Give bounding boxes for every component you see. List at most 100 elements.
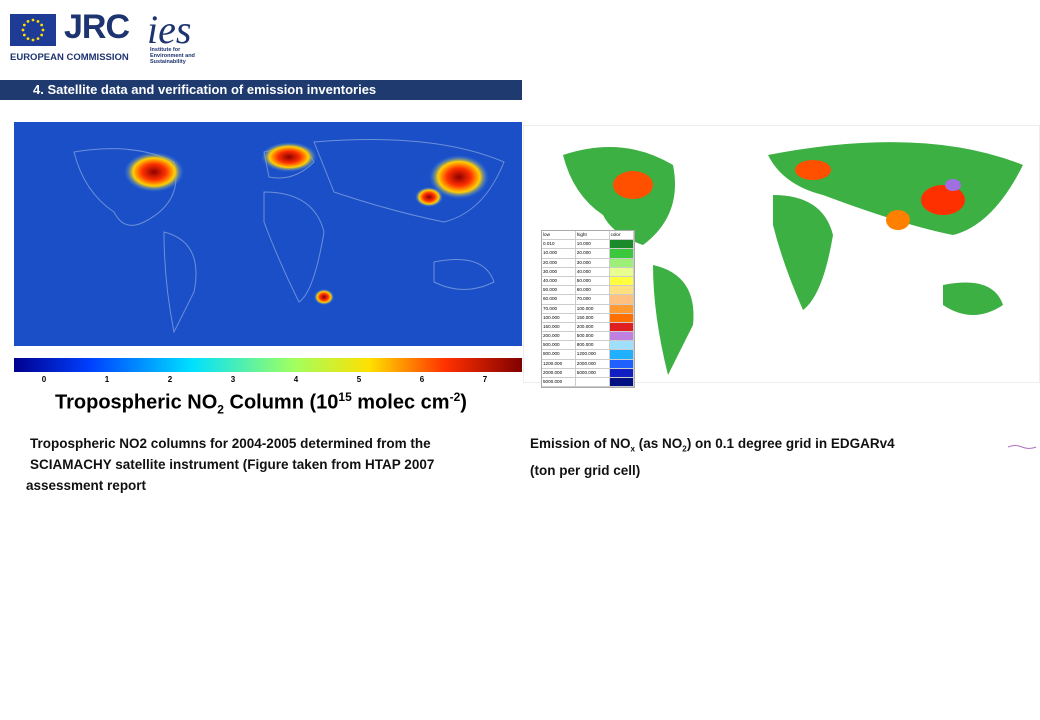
legend-cell bbox=[609, 258, 634, 267]
eu-flag bbox=[10, 14, 56, 46]
legend-cell: 1200.000 bbox=[542, 359, 576, 368]
label-part: Tropospheric NO bbox=[55, 391, 218, 414]
legend-cell: 60.000 bbox=[542, 295, 576, 304]
legend-row: 500.000 800.000 bbox=[542, 341, 634, 351]
legend-cell: 5000.000 bbox=[542, 378, 576, 387]
legend-cell: 500.000 bbox=[576, 332, 610, 341]
legend-row: 50.000 60.000 bbox=[542, 286, 634, 296]
legend-row: 60.000 70.000 bbox=[542, 295, 634, 305]
legend-row: 5000.000 bbox=[542, 378, 634, 388]
legend-cell: 40.000 bbox=[542, 276, 576, 286]
legend-row: 70.000 100.000 bbox=[542, 304, 634, 314]
caption-part: ) on 0.1 degree grid in EDGARv4 bbox=[686, 436, 895, 451]
star bbox=[36, 37, 40, 41]
decoration bbox=[1008, 445, 1037, 449]
legend-cell: 30.000 bbox=[542, 267, 576, 276]
legend-row: 800.000 1200.000 bbox=[542, 350, 634, 360]
caption-line: (ton per grid cell) bbox=[530, 462, 641, 478]
legend-cell: 0.010 bbox=[542, 240, 576, 249]
colorbar: 0 1 2 3 4 5 6 7 bbox=[14, 358, 522, 384]
legend-cell: low bbox=[542, 231, 576, 240]
legend-cell: 800.000 bbox=[542, 350, 576, 359]
label-part: Column (10 bbox=[223, 391, 339, 414]
legend-cell: 10.000 bbox=[576, 240, 610, 249]
legend-cell bbox=[609, 322, 634, 332]
legend-cell: 200.000 bbox=[576, 322, 610, 332]
logo-ies-line: Environment and bbox=[150, 53, 195, 59]
legend-cell: 30.000 bbox=[576, 258, 610, 267]
star bbox=[22, 33, 26, 37]
caption-sub: 2 bbox=[682, 444, 687, 454]
star bbox=[36, 19, 40, 23]
legend-cell bbox=[609, 350, 634, 359]
legend-cell bbox=[609, 267, 634, 276]
legend-cell: 5000.000 bbox=[576, 368, 610, 377]
legend-row: 100.000 150.000 bbox=[542, 313, 634, 323]
logo-ies: ies bbox=[147, 7, 192, 52]
label-part: molec cm bbox=[351, 391, 450, 414]
legend-cell: 20.000 bbox=[576, 249, 610, 258]
legend-cell bbox=[609, 276, 634, 286]
legend-cell: 200.000 bbox=[542, 332, 576, 341]
logo-commission: EUROPEAN COMMISSION bbox=[10, 52, 129, 63]
no2-map bbox=[14, 122, 522, 346]
star bbox=[41, 28, 45, 32]
logo-ies-line: Sustainability bbox=[150, 59, 186, 65]
star bbox=[22, 23, 26, 27]
legend-cell: 1200.000 bbox=[576, 350, 610, 359]
legend-cell: 70.000 bbox=[542, 304, 576, 313]
left-caption: Tropospheric NO2 columns for 2004-2005 d… bbox=[26, 433, 434, 496]
legend-cell: 60.000 bbox=[576, 286, 610, 295]
legend-cell: color bbox=[610, 231, 634, 240]
colorbar-tick-label: 1 bbox=[105, 375, 110, 384]
colorbar-tick-label: 0 bbox=[42, 375, 47, 384]
label-part: ) bbox=[460, 391, 467, 414]
colorbar-label: Tropospheric NO2 Column (1015 molec cm-2… bbox=[55, 390, 467, 417]
label-sub: 2 bbox=[217, 402, 224, 417]
legend-row: 150.000 200.000 bbox=[542, 322, 634, 333]
legend-cell: 50.000 bbox=[542, 286, 576, 295]
legend-row: 20.000 30.000 bbox=[542, 258, 634, 268]
star bbox=[21, 28, 25, 32]
legend-row: 1200.000 2000.000 bbox=[542, 359, 634, 369]
legend-cell: 50.000 bbox=[576, 276, 610, 286]
legend-row: 30.000 40.000 bbox=[542, 267, 634, 277]
legend-cell bbox=[609, 341, 634, 350]
star bbox=[40, 23, 44, 27]
section-title: 4. Satellite data and verification of em… bbox=[33, 82, 377, 97]
legend-cell: 150.000 bbox=[576, 313, 610, 322]
legend-cell: 2000.000 bbox=[542, 368, 576, 377]
caption-part: (as NO bbox=[635, 436, 683, 451]
legend-cell: hight bbox=[576, 231, 610, 240]
star bbox=[26, 37, 30, 41]
legend-cell: 40.000 bbox=[576, 267, 610, 276]
legend-cell: 800.000 bbox=[576, 341, 610, 350]
caption-line: Emission of NOx (as NO2) on 0.1 degree g… bbox=[530, 433, 895, 460]
colorbar-tick-label: 7 bbox=[483, 375, 488, 384]
caption-sub: x bbox=[630, 444, 636, 454]
colorbar-tick-label: 3 bbox=[231, 375, 236, 384]
legend-row: 40.000 50.000 bbox=[542, 276, 634, 287]
logo-ies-line: Institute for bbox=[150, 47, 181, 53]
legend-cell bbox=[609, 249, 634, 258]
legend-cell: 2000.000 bbox=[576, 359, 610, 368]
caption-line: assessment report bbox=[26, 478, 147, 493]
colorbar-tick-label: 5 bbox=[357, 375, 362, 384]
legend-cell bbox=[609, 378, 634, 387]
legend-cell bbox=[609, 313, 634, 322]
legend-cell: 70.000 bbox=[576, 295, 610, 304]
legend-cell bbox=[609, 240, 634, 249]
logo-ies-sub: Institute for Environment and Sustainabi… bbox=[150, 47, 195, 65]
star bbox=[26, 19, 30, 23]
legend-row: 200.000 500.000 bbox=[542, 332, 634, 342]
legend-cell: 500.000 bbox=[542, 341, 576, 350]
legend-cell: 10.000 bbox=[542, 249, 576, 258]
colorbar-tick-label: 2 bbox=[168, 375, 173, 384]
legend-cell bbox=[609, 295, 634, 304]
legend-row: 10.000 20.000 bbox=[542, 249, 634, 259]
legend-header: low hight color bbox=[542, 231, 634, 241]
legend-cell bbox=[609, 286, 634, 295]
legend-cell: 100.000 bbox=[542, 313, 576, 322]
label-sup: 15 bbox=[338, 390, 352, 404]
